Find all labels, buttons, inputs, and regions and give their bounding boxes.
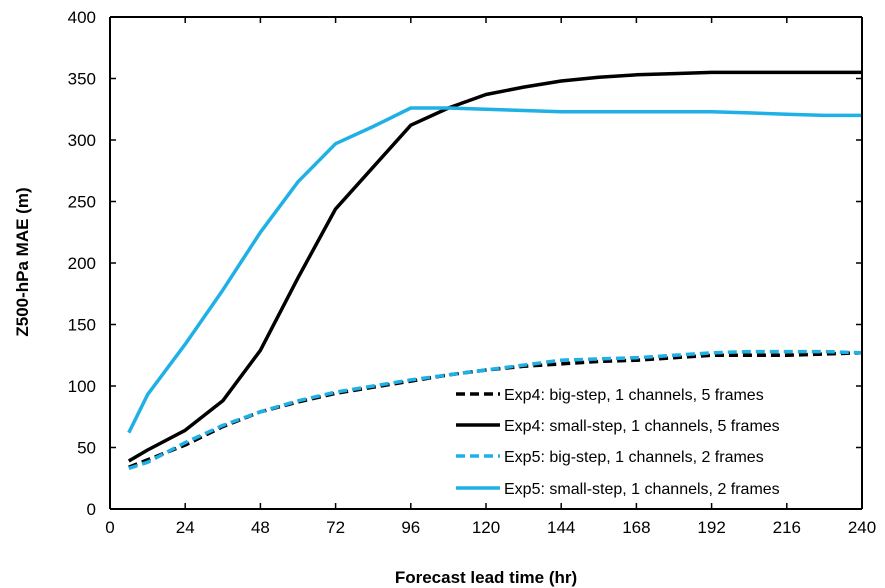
x-tick-label: 216	[773, 518, 801, 537]
x-tick-label: 48	[251, 518, 270, 537]
x-tick-label: 120	[472, 518, 500, 537]
x-tick-label: 72	[326, 518, 345, 537]
y-tick-label: 150	[68, 316, 96, 335]
x-tick-label: 144	[547, 518, 575, 537]
x-tick-label: 24	[176, 518, 195, 537]
tick-group: 0 24 48 72 96 120 144 168 192 216 240 0 50 100 150 200 2…	[68, 8, 877, 537]
y-tick-label: 100	[68, 377, 96, 396]
y-tick-label: 350	[68, 70, 96, 89]
y-tick-label: 300	[68, 131, 96, 150]
x-tick-label: 192	[697, 518, 725, 537]
legend-label-1: Exp4: big-step, 1 channels, 5 frames	[504, 387, 764, 404]
x-tick-label: 96	[401, 518, 420, 537]
series-line-2	[127, 70, 862, 463]
y-tick-label: 250	[68, 193, 96, 212]
series-line-4	[127, 106, 862, 434]
y-tick-label: 200	[68, 254, 96, 273]
legend-label-3: Exp5: big-step, 1 channels, 2 frames	[504, 449, 764, 466]
y-tick-label: 400	[68, 8, 96, 27]
x-axis-title: Forecast lead time (hr)	[395, 568, 577, 587]
y-tick-label: 0	[87, 500, 96, 519]
legend: Exp4: big-step, 1 channels, 5 frames Exp4…	[456, 387, 780, 498]
series-line-3	[128, 349, 863, 471]
x-tick-label: 240	[848, 518, 876, 537]
legend-label-4: Exp5: small-step, 1 channels, 2 frames	[504, 481, 780, 498]
legend-label-2: Exp4: small-step, 1 channels, 5 frames	[504, 418, 780, 435]
x-tick-label: 168	[622, 518, 650, 537]
x-tick-label: 0	[105, 518, 114, 537]
y-tick-label: 50	[77, 439, 96, 458]
plot-series-group	[127, 70, 863, 471]
y-axis-title: Z500-hPa MAE (m)	[13, 187, 32, 336]
